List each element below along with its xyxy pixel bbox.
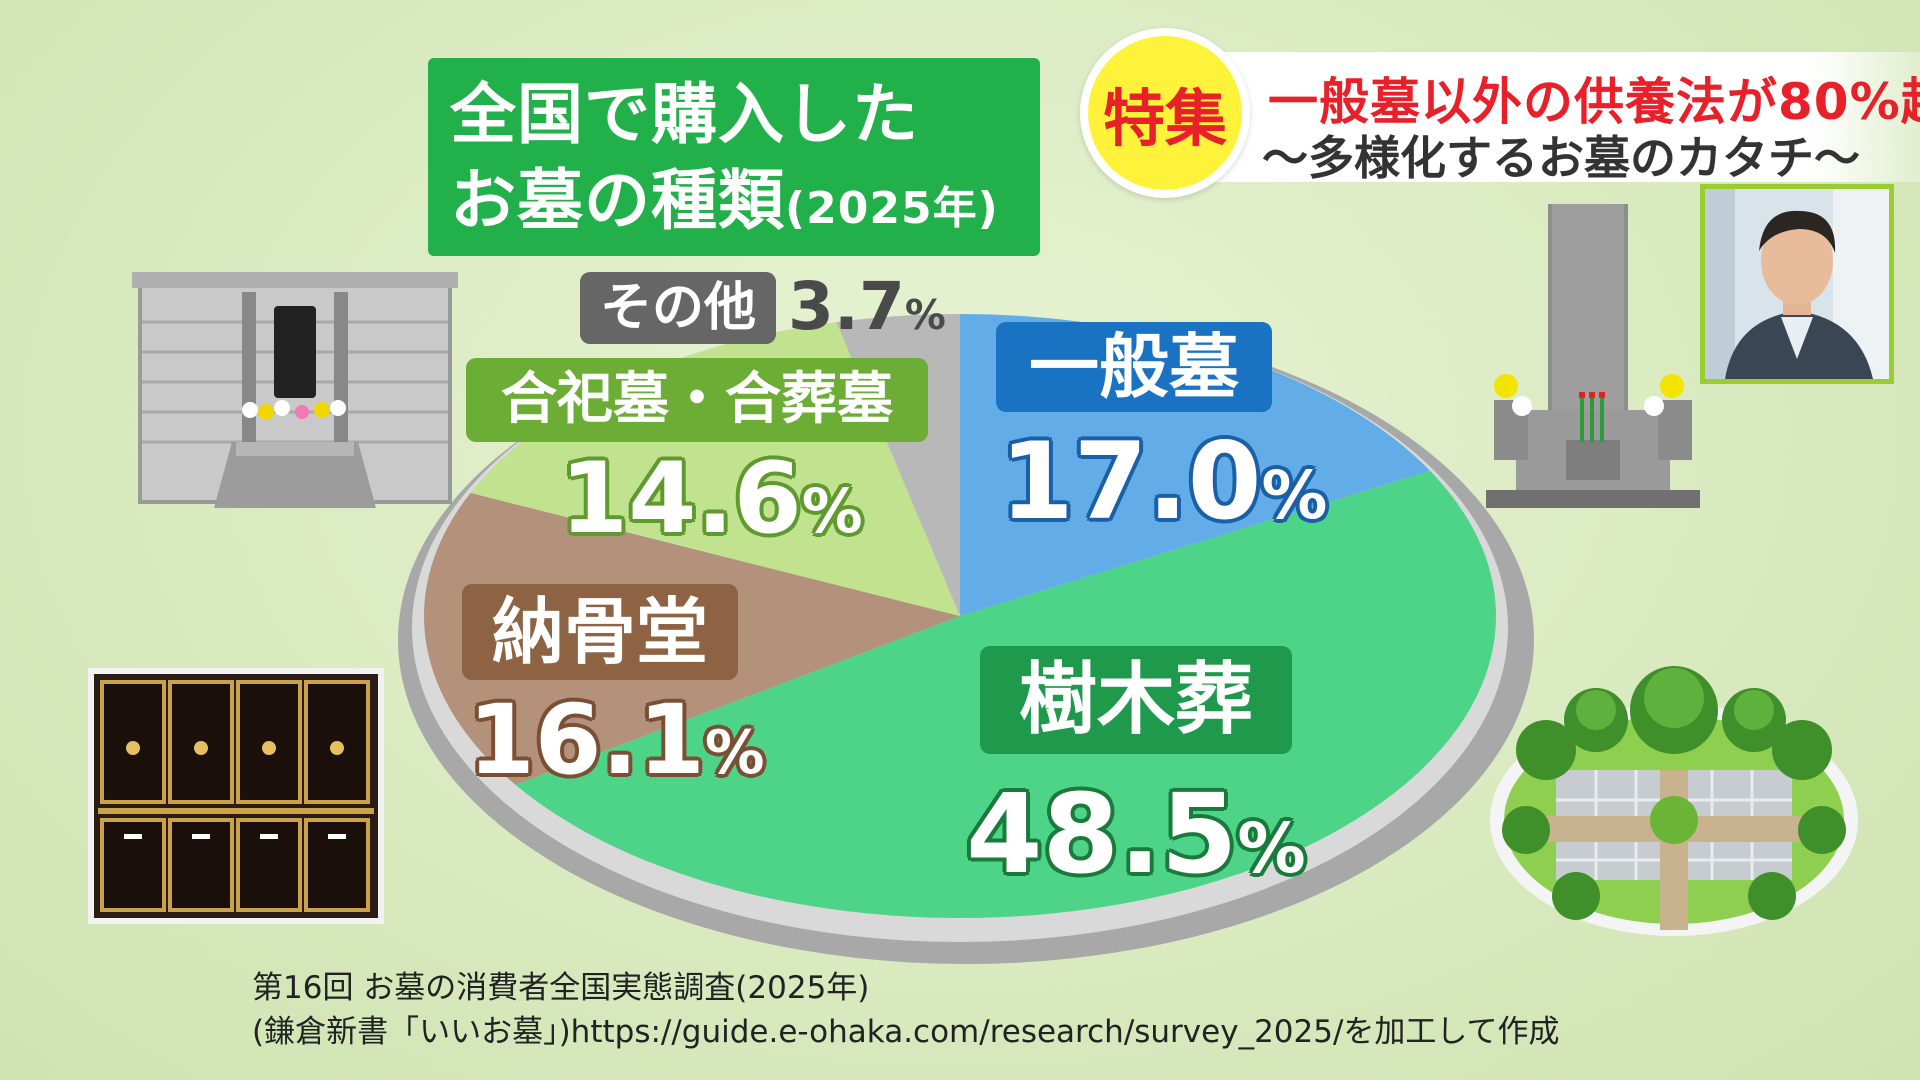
slice-value-ippanbo: 17.0% — [1000, 420, 1327, 543]
banner-headline: 一般墓以外の供養法が80%超え — [1268, 73, 1920, 131]
tokushu-badge-inner: 特集 — [1088, 36, 1242, 190]
slice-label-nokotsudo: 納骨堂 — [462, 584, 738, 680]
title-line1: 全国で購入した — [450, 76, 919, 153]
presenter-illustration — [1705, 189, 1889, 379]
source-credit: 第16回 お墓の消費者全国実態調査(2025年) (鎌倉新書「いいお墓」)htt… — [252, 966, 1559, 1054]
title-line2: お墓の種類(2025年) — [450, 158, 1018, 252]
indoor-grave-icon — [132, 272, 458, 508]
title-year: (2025年) — [785, 183, 999, 234]
title-box: 全国で購入した お墓の種類(2025年) — [428, 58, 1040, 256]
traditional-grave-icon — [1486, 204, 1700, 508]
slice-label-jumokuso: 樹木葬 — [980, 646, 1292, 754]
slice-value-unit: % — [1261, 458, 1328, 534]
slice-label-ippanbo: 一般墓 — [996, 322, 1272, 412]
slice-value-number: 3.7 — [788, 268, 905, 345]
slice-value-number: 14.6 — [560, 442, 802, 556]
slice-label-goshibo: 合祀墓・合葬墓 — [466, 358, 928, 442]
slice-value-unit: % — [1237, 810, 1306, 889]
slice-value-jumokuso: 48.5% — [966, 770, 1306, 898]
ossuary-doors — [98, 680, 374, 912]
slice-label-sonota: その他 — [580, 272, 776, 344]
slice-value-unit: % — [904, 291, 946, 339]
title-line2-text: お墓の種類 — [450, 162, 785, 239]
slice-value-number: 16.1 — [468, 684, 705, 796]
slice-value-sonota: 3.7% — [788, 268, 946, 345]
slice-value-goshibo: 14.6% — [560, 442, 863, 556]
tokushu-label: 特集 — [1102, 82, 1227, 155]
tokushu-badge: 特集 — [1080, 28, 1250, 198]
slice-value-unit: % — [801, 477, 863, 547]
ossuary-locker-icon — [88, 668, 384, 924]
slice-value-unit: % — [704, 719, 765, 788]
source-line1: 第16回 お墓の消費者全国実態調査(2025年) — [252, 970, 870, 1006]
slice-value-number: 17.0 — [1000, 420, 1262, 543]
tree-burial-garden-icon — [1490, 666, 1858, 936]
slice-value-nokotsudo: 16.1% — [468, 684, 765, 796]
slice-value-number: 48.5 — [966, 770, 1238, 898]
presenter-video-inset — [1700, 184, 1894, 384]
banner-background — [1200, 52, 1920, 182]
banner-subheadline: ～多様化するお墓のカタチ～ — [1262, 131, 1860, 185]
source-line2: (鎌倉新書「いいお墓」)https://guide.e-ohaka.com/re… — [252, 1014, 1560, 1050]
